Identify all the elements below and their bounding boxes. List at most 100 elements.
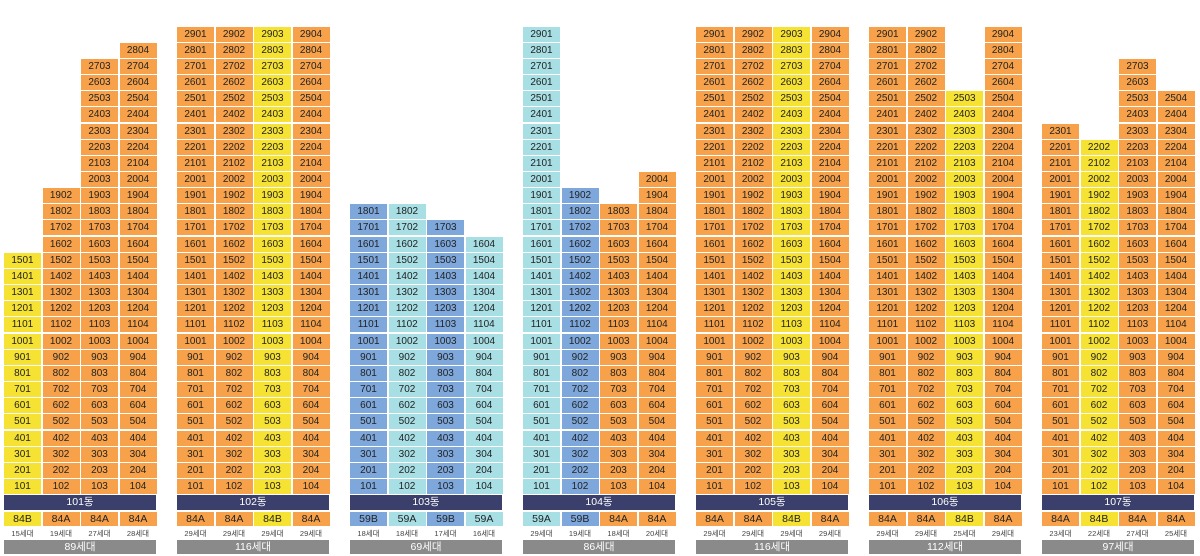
unit-cell[interactable]: 604 [811,398,849,414]
unit-cell[interactable]: 2301 [696,123,733,139]
unit-cell[interactable]: 1902 [561,188,599,204]
unit-cell[interactable]: 1402 [1080,268,1118,284]
unit-cell[interactable]: 1001 [869,333,906,349]
unit-cell[interactable]: 1001 [696,333,733,349]
unit-cell[interactable]: 1204 [465,301,503,317]
unit-cell[interactable]: 1103 [773,317,810,333]
unit-cell[interactable]: 101 [1042,479,1079,494]
unit-cell[interactable]: 1901 [523,188,560,204]
unit-cell[interactable]: 2704 [811,58,849,74]
unit-cell[interactable]: 504 [811,414,849,430]
unit-cell[interactable]: 401 [177,430,214,446]
unit-cell[interactable]: 301 [696,446,733,462]
unit-cell[interactable]: 1104 [1157,317,1195,333]
unit-cell[interactable]: 704 [1157,382,1195,397]
unit-cell[interactable]: 2301 [869,123,906,139]
unit-cell[interactable]: 104 [638,479,676,494]
unit-cell[interactable]: 1302 [215,285,253,301]
unit-cell[interactable]: 301 [869,446,906,462]
unit-cell[interactable]: 1602 [561,236,599,252]
unit-cell[interactable]: 1603 [1119,236,1156,252]
unit-cell[interactable]: 1302 [561,285,599,301]
unit-cell[interactable]: 1502 [388,252,426,268]
unit-cell[interactable]: 801 [523,365,560,381]
unit-cell[interactable]: 1404 [984,268,1022,284]
unit-cell[interactable]: 2103 [1119,155,1156,171]
unit-cell[interactable]: 1404 [292,268,330,284]
unit-cell[interactable]: 1401 [4,268,41,284]
unit-cell[interactable]: 403 [427,430,464,446]
unit-cell[interactable]: 501 [350,414,387,430]
unit-cell[interactable]: 2303 [81,123,118,139]
unit-cell[interactable]: 2603 [1119,75,1156,90]
unit-cell[interactable]: 1101 [869,317,906,333]
unit-cell[interactable]: 203 [773,462,810,478]
unit-cell[interactable]: 601 [869,398,906,414]
unit-cell[interactable]: 502 [734,414,772,430]
unit-cell[interactable]: 1301 [523,285,560,301]
unit-cell[interactable]: 1204 [119,301,157,317]
unit-cell[interactable]: 401 [523,430,560,446]
unit-cell[interactable]: 2504 [292,91,330,107]
unit-cell[interactable]: 802 [561,365,599,381]
unit-cell[interactable]: 103 [81,479,118,494]
unit-cell[interactable]: 903 [427,349,464,365]
unit-cell[interactable]: 703 [254,382,291,397]
unit-cell[interactable]: 1001 [4,333,41,349]
unit-cell[interactable]: 2504 [984,91,1022,107]
unit-cell[interactable]: 704 [638,382,676,397]
unit-cell[interactable]: 304 [811,446,849,462]
unit-cell[interactable]: 1401 [696,268,733,284]
unit-cell[interactable]: 503 [427,414,464,430]
unit-cell[interactable]: 1202 [561,301,599,317]
unit-cell[interactable]: 2303 [946,123,983,139]
unit-cell[interactable]: 904 [465,349,503,365]
unit-cell[interactable]: 1803 [600,204,637,220]
unit-cell[interactable]: 502 [561,414,599,430]
unit-cell[interactable]: 2702 [215,58,253,74]
unit-cell[interactable]: 303 [254,446,291,462]
unit-cell[interactable]: 1704 [984,220,1022,236]
unit-cell[interactable]: 304 [1157,446,1195,462]
unit-cell[interactable]: 1702 [907,220,945,236]
unit-cell[interactable]: 1103 [600,317,637,333]
unit-cell[interactable]: 1802 [734,204,772,220]
unit-cell[interactable]: 2003 [773,172,810,187]
unit-cell[interactable]: 301 [523,446,560,462]
unit-cell[interactable]: 1501 [869,252,906,268]
unit-cell[interactable]: 1002 [388,333,426,349]
unit-cell[interactable]: 402 [388,430,426,446]
unit-cell[interactable]: 1302 [907,285,945,301]
unit-cell[interactable]: 2502 [734,91,772,107]
unit-cell[interactable]: 1603 [427,236,464,252]
unit-cell[interactable]: 203 [81,462,118,478]
unit-cell[interactable]: 2301 [1042,123,1079,139]
unit-cell[interactable]: 1801 [1042,204,1079,220]
unit-cell[interactable]: 1203 [254,301,291,317]
unit-cell[interactable]: 703 [946,382,983,397]
unit-cell[interactable]: 2404 [1157,107,1195,123]
unit-cell[interactable]: 702 [42,382,80,397]
unit-cell[interactable]: 801 [696,365,733,381]
unit-cell[interactable]: 2004 [1157,172,1195,187]
unit-cell[interactable]: 303 [1119,446,1156,462]
unit-cell[interactable]: 1601 [1042,236,1079,252]
unit-cell[interactable]: 302 [215,446,253,462]
unit-cell[interactable]: 2103 [81,155,118,171]
unit-cell[interactable]: 103 [773,479,810,494]
unit-cell[interactable]: 2501 [696,91,733,107]
unit-cell[interactable]: 304 [984,446,1022,462]
unit-cell[interactable]: 2703 [254,58,291,74]
unit-cell[interactable]: 703 [1119,382,1156,397]
unit-cell[interactable]: 1702 [215,220,253,236]
unit-cell[interactable]: 1102 [42,317,80,333]
unit-cell[interactable]: 1404 [638,268,676,284]
unit-cell[interactable]: 2302 [734,123,772,139]
unit-cell[interactable]: 1101 [1042,317,1079,333]
unit-cell[interactable]: 602 [388,398,426,414]
unit-cell[interactable]: 1702 [734,220,772,236]
unit-cell[interactable]: 1604 [811,236,849,252]
unit-cell[interactable]: 1403 [773,268,810,284]
unit-cell[interactable]: 1504 [465,252,503,268]
unit-cell[interactable]: 701 [4,382,41,397]
